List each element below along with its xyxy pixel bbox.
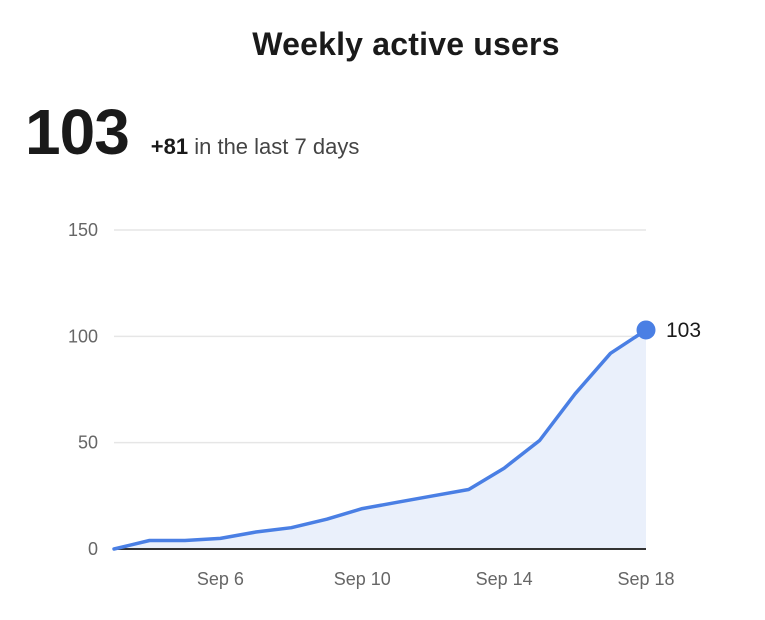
kpi-value: 103 xyxy=(25,96,130,168)
area-fill xyxy=(114,330,646,549)
end-value-label: 103 xyxy=(666,319,701,342)
kpi-delta-caption: in the last 7 days xyxy=(188,134,360,159)
kpi-delta-number: +81 xyxy=(150,134,189,159)
end-point-marker xyxy=(636,320,656,340)
kpi-summary: 103 +81 in the last 7 days xyxy=(25,100,359,164)
series-line xyxy=(112,328,648,551)
y-axis-labels: 0 50 100 150 xyxy=(68,220,98,559)
y-tick-label: 150 xyxy=(68,220,98,240)
kpi-delta: +81 in the last 7 days xyxy=(151,134,360,160)
x-tick-label: Sep 6 xyxy=(197,569,244,589)
y-tick-label: 100 xyxy=(68,326,98,346)
x-axis-labels: Sep 6 Sep 10 Sep 14 Sep 18 xyxy=(197,569,675,589)
x-tick-label: Sep 18 xyxy=(617,569,674,589)
y-tick-label: 0 xyxy=(88,539,98,559)
x-tick-label: Sep 14 xyxy=(476,569,533,589)
chart-title: Weekly active users xyxy=(252,26,560,62)
x-tick-label: Sep 10 xyxy=(334,569,391,589)
y-tick-label: 50 xyxy=(78,433,98,453)
